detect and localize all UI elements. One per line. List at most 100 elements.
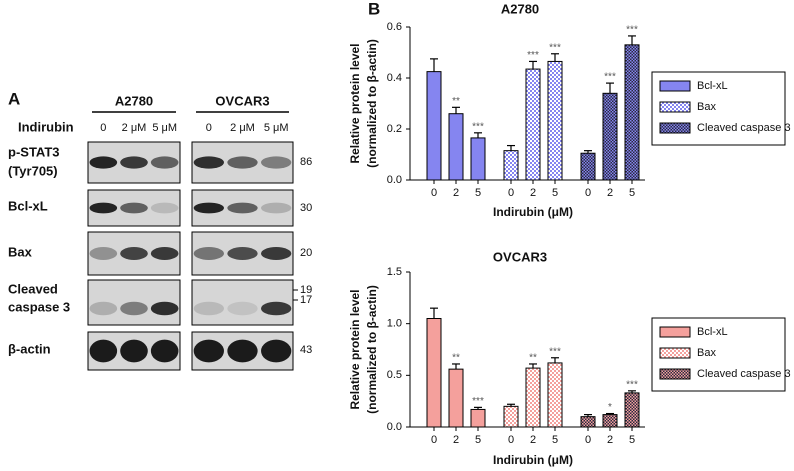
blot-row-label: p-STAT3 <box>8 144 60 159</box>
legend-label: Bax <box>697 101 716 113</box>
bar <box>448 368 464 428</box>
y-tick-label: 0.0 <box>387 174 402 186</box>
x-tick-label: 0 <box>508 187 514 199</box>
chart-title: A2780 <box>501 1 539 16</box>
kda-label: 20 <box>300 247 312 259</box>
x-tick-label: 0 <box>585 434 591 446</box>
blot-band <box>261 339 292 363</box>
significance: ** <box>529 353 537 364</box>
bar <box>624 44 640 181</box>
bar <box>602 414 618 428</box>
blot-band <box>193 339 224 363</box>
legend-swatch <box>659 101 691 113</box>
blot-band <box>120 156 148 169</box>
kda-label: 19 <box>300 284 312 296</box>
bar <box>525 68 541 181</box>
blot-band <box>120 247 148 260</box>
blot-band <box>261 156 292 169</box>
significance: *** <box>527 50 539 61</box>
x-axis-title: Indirubin (μM) <box>493 205 573 219</box>
blot-row-label: β-actin <box>8 341 51 356</box>
blot-band <box>193 156 224 169</box>
x-tick-label: 0 <box>508 434 514 446</box>
x-tick-label: 2 <box>607 187 613 199</box>
treatment-label: Indirubin <box>18 119 74 134</box>
kda-label: 43 <box>300 344 312 356</box>
significance: ** <box>452 96 460 107</box>
kda-label: 30 <box>300 202 312 214</box>
legend-swatch <box>659 326 691 338</box>
blot-band <box>193 301 224 316</box>
blot-band <box>89 202 118 214</box>
bar <box>547 60 563 181</box>
x-axis-title: Indirubin (μM) <box>493 453 573 467</box>
blot-band <box>261 247 292 260</box>
bar <box>426 71 442 181</box>
legend-label: Bcl-xL <box>697 80 728 92</box>
significance: ** <box>452 353 460 364</box>
blot-row-label: Bcl-xL <box>8 198 48 213</box>
bar <box>470 408 486 428</box>
blot-band <box>89 156 118 169</box>
lane-label: 0 <box>206 122 212 134</box>
blot-row-label: caspase 3 <box>8 299 70 314</box>
x-tick-label: 5 <box>629 187 635 199</box>
legend-box <box>651 317 786 392</box>
bar <box>547 362 563 428</box>
x-tick-label: 5 <box>629 434 635 446</box>
blot-band <box>89 301 118 316</box>
blot-band <box>227 202 258 214</box>
significance: * <box>608 402 612 413</box>
significance: *** <box>626 25 638 36</box>
significance: *** <box>549 346 561 357</box>
y-axis-title: (normalized to β-actin) <box>365 285 379 414</box>
bar <box>503 150 519 181</box>
bar <box>624 392 640 428</box>
blot-band <box>227 156 258 169</box>
y-tick-label: 0.2 <box>387 123 402 135</box>
cell-line: A2780 <box>115 93 153 108</box>
panel-label: A <box>8 89 20 108</box>
legend-swatch <box>659 368 691 380</box>
x-tick-label: 0 <box>431 434 437 446</box>
bar <box>448 113 464 181</box>
bar <box>525 367 541 428</box>
bar <box>580 416 596 428</box>
legend-label: Cleaved caspase 3 <box>697 368 791 380</box>
lane-label: 0 <box>100 122 106 134</box>
y-axis-title: (normalized to β-actin) <box>365 39 379 168</box>
blot-band <box>89 247 118 260</box>
blot-band <box>227 301 258 316</box>
x-tick-label: 2 <box>530 187 536 199</box>
legend-label: Bcl-xL <box>697 326 728 338</box>
significance: *** <box>472 396 484 407</box>
bar <box>470 137 486 181</box>
blot-band <box>150 301 179 316</box>
y-tick-label: 1.5 <box>387 266 402 278</box>
lane-label: 2 μM <box>122 122 147 134</box>
y-tick-label: 0.6 <box>387 21 402 33</box>
legend-swatch <box>659 122 691 134</box>
kda-label: 17 <box>300 294 312 306</box>
kda-label: 86 <box>300 156 312 168</box>
blot-band <box>193 202 224 214</box>
x-tick-label: 5 <box>552 187 558 199</box>
lane-label: 5 μM <box>264 122 289 134</box>
blot-band <box>150 202 179 214</box>
blot-row-label: Cleaved <box>8 281 58 296</box>
cell-line: OVCAR3 <box>215 93 269 108</box>
blot-band <box>227 247 258 260</box>
significance: *** <box>604 72 616 83</box>
blot-band <box>89 339 118 363</box>
y-tick-label: 1.0 <box>387 318 402 330</box>
significance: *** <box>626 379 638 390</box>
x-tick-label: 2 <box>453 434 459 446</box>
lane-label: 5 μM <box>152 122 177 134</box>
blot-band <box>261 202 292 214</box>
blot-band <box>120 339 148 363</box>
x-tick-label: 0 <box>585 187 591 199</box>
y-tick-label: 0.0 <box>387 421 402 433</box>
legend-swatch <box>659 80 691 92</box>
x-tick-label: 5 <box>475 434 481 446</box>
x-tick-label: 2 <box>607 434 613 446</box>
